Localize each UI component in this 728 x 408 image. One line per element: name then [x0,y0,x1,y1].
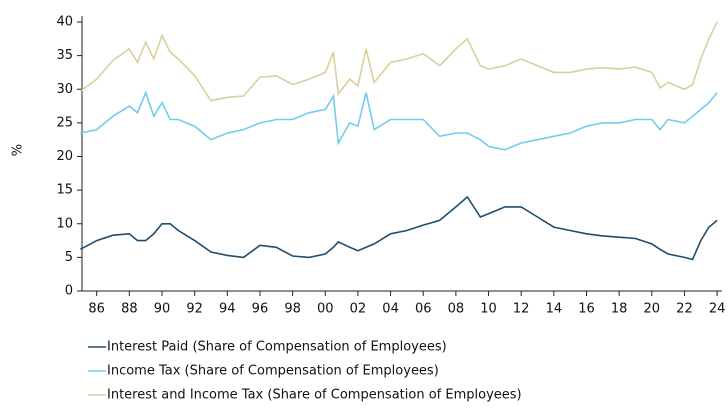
y-tick-label: 30 [56,82,73,97]
x-tick-label: 98 [284,302,301,317]
x-tick-label: 92 [186,302,203,317]
x-tick-label: 06 [415,302,432,317]
series-line [80,90,718,151]
y-tick-label: 35 [56,48,73,63]
x-tick-label: 18 [611,302,628,317]
x-tick-label: 02 [350,302,367,317]
legend-label: Interest Paid (Share of Compensation of … [107,340,447,355]
x-tick-label: 22 [676,302,693,317]
x-tick-label: 20 [644,302,661,317]
x-tick-label: 94 [219,302,236,317]
x-tick-label: 08 [448,302,465,317]
y-tick-label: 20 [56,149,73,164]
x-tick-label: 86 [88,302,105,317]
series-line [80,195,718,261]
x-tick-label: 12 [513,302,530,317]
y-axis-label: % [11,144,26,156]
x-tick-label: 00 [317,302,334,317]
y-tick-label: 15 [56,183,73,198]
legend-label: Interest and Income Tax (Share of Compen… [107,388,522,403]
x-tick-label: 14 [546,302,563,317]
y-tick-label: 5 [65,250,73,265]
x-tick-label: 90 [154,302,171,317]
x-tick-label: 88 [121,302,138,317]
x-tick-label: 96 [252,302,269,317]
legend-label: Income Tax (Share of Compensation of Emp… [107,364,439,379]
y-tick-label: 40 [56,15,73,30]
x-tick-label: 04 [382,302,399,317]
x-tick-label: 16 [578,302,595,317]
y-tick-label: 25 [56,115,73,130]
y-tick-label: 10 [56,216,73,231]
series-line [79,21,718,102]
x-tick-label: 10 [480,302,497,317]
y-tick-label: 0 [65,284,73,299]
x-tick-label: 24 [709,302,726,317]
